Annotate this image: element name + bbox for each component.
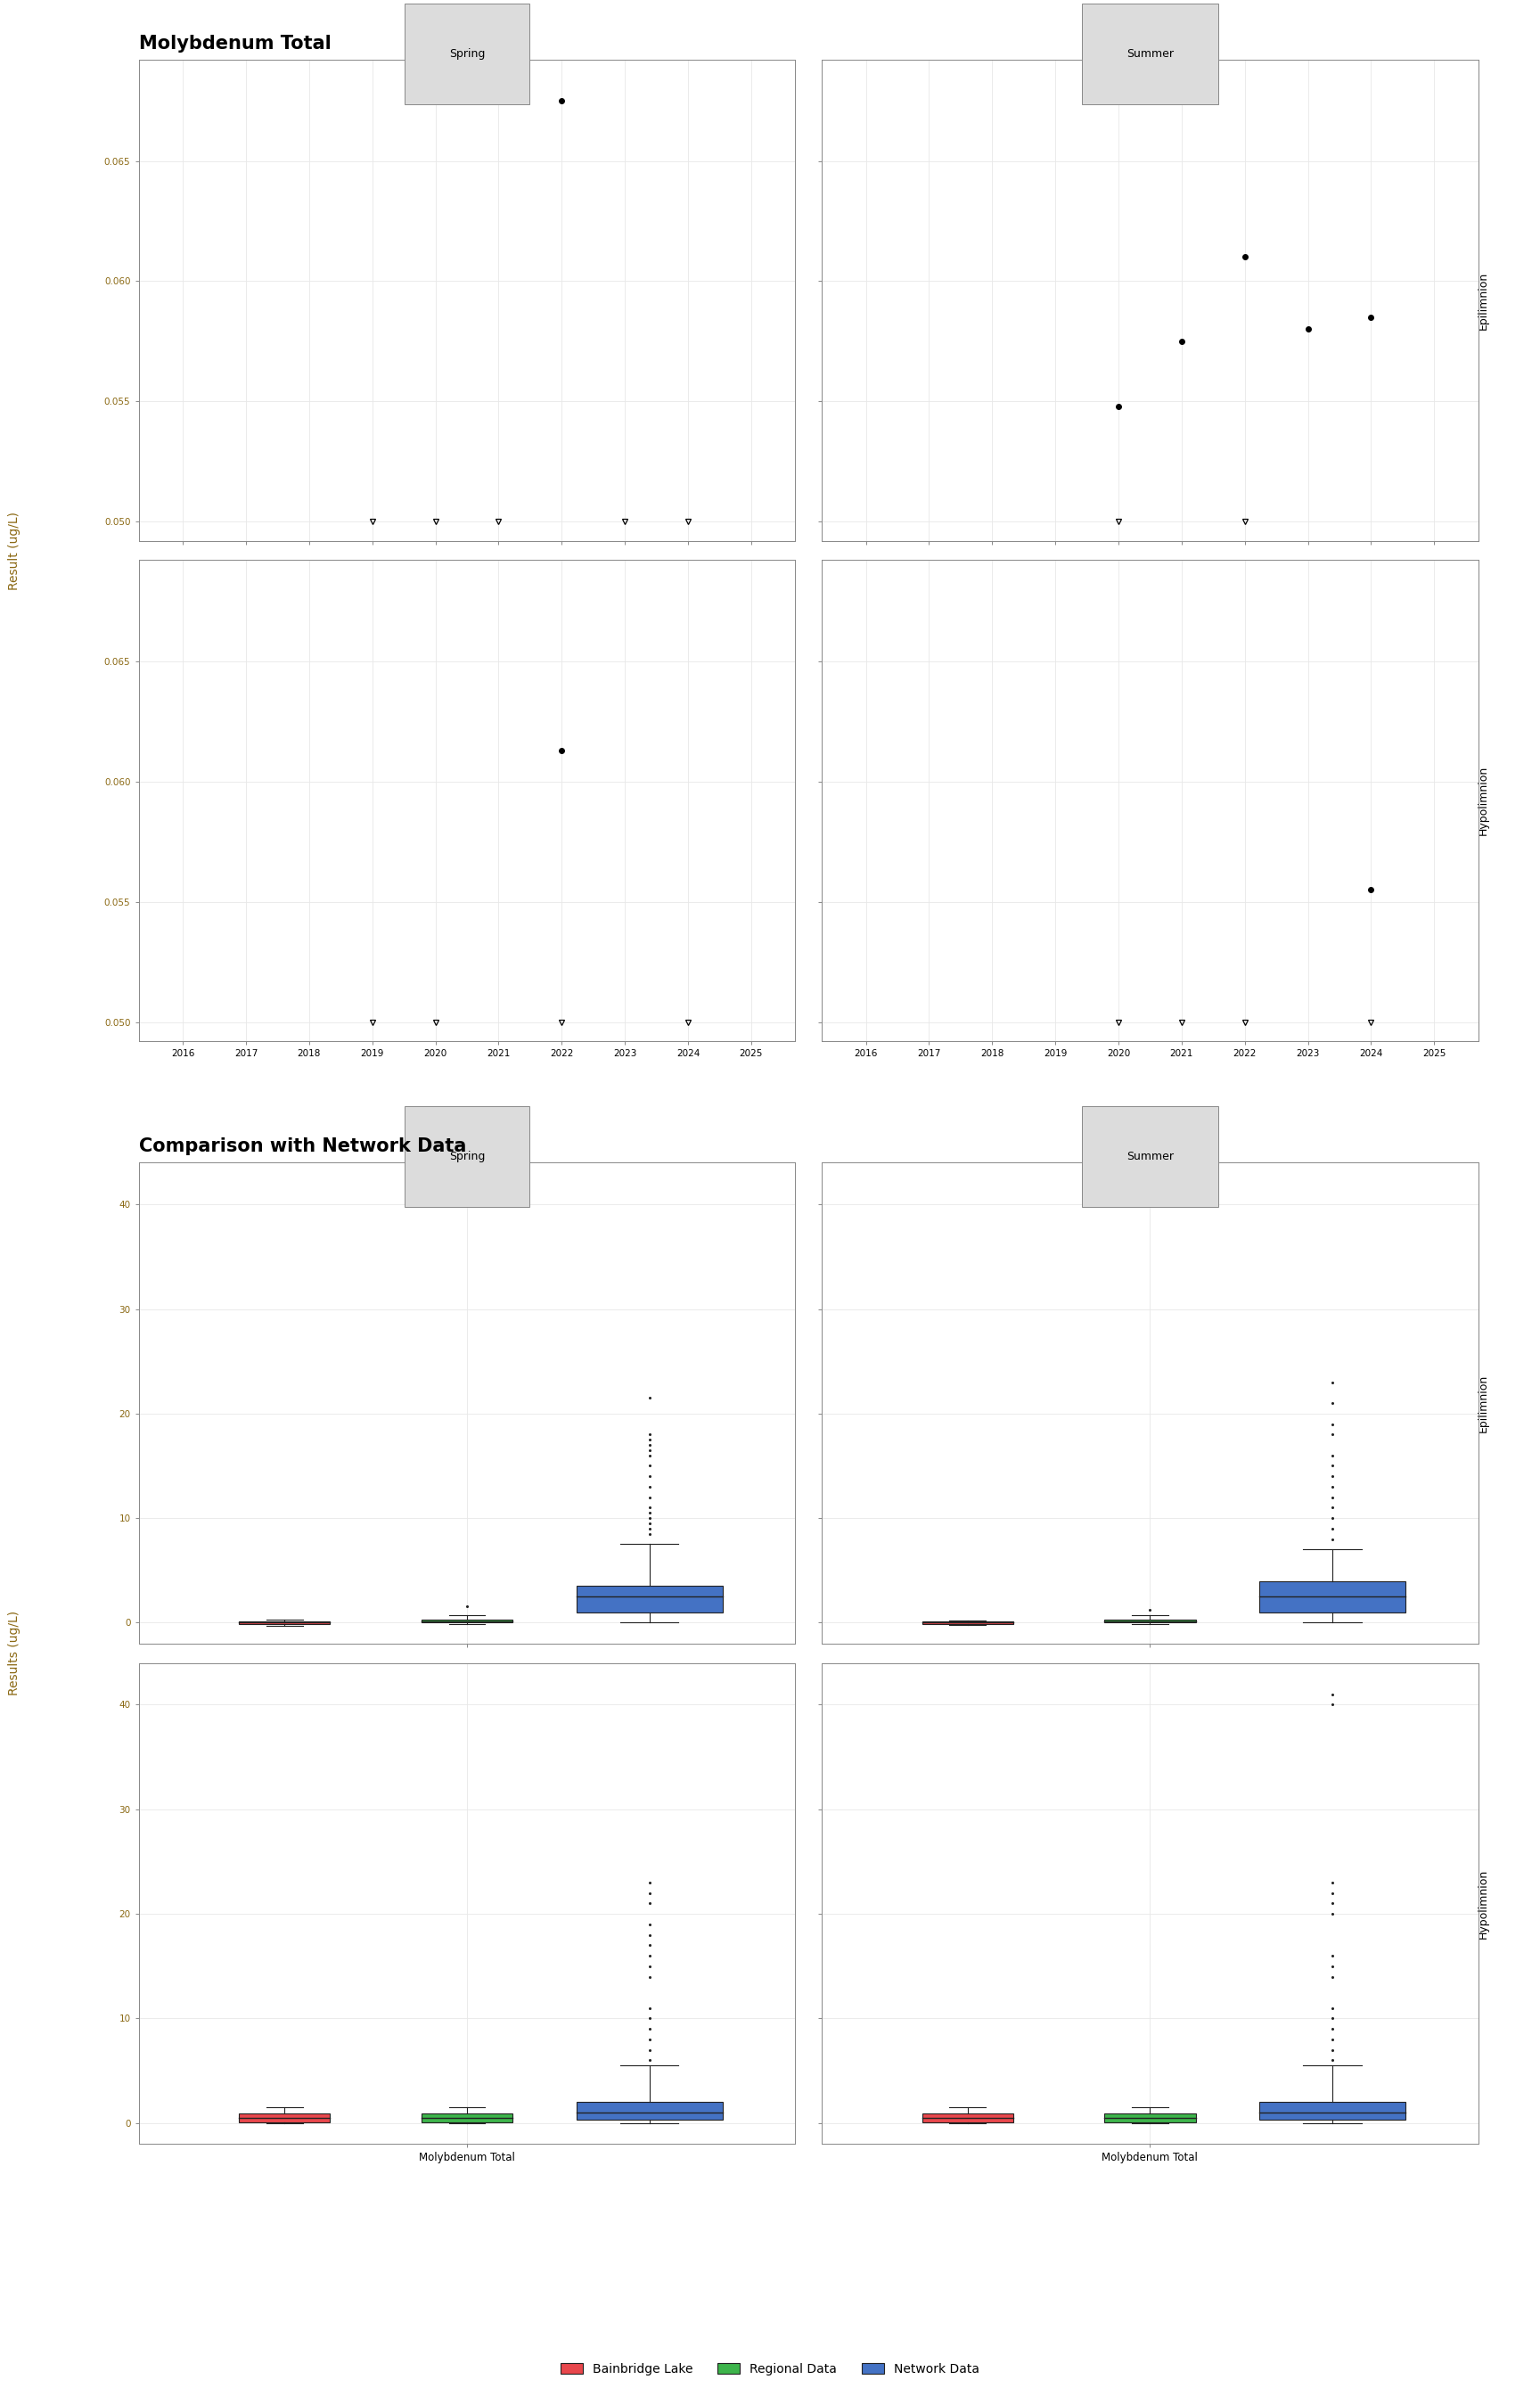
Bar xyxy=(422,2113,513,2123)
Y-axis label: Epilimnion: Epilimnion xyxy=(1477,1373,1489,1433)
Text: Result (ug/L): Result (ug/L) xyxy=(8,510,20,589)
Legend: Bainbridge Lake, Regional Data, Network Data: Bainbridge Lake, Regional Data, Network … xyxy=(556,2358,984,2379)
Bar xyxy=(576,1586,722,1613)
Text: Molybdenum Total: Molybdenum Total xyxy=(139,36,331,53)
Text: Results (ug/L): Results (ug/L) xyxy=(8,1610,20,1696)
Y-axis label: Hypolimnion: Hypolimnion xyxy=(1477,767,1489,836)
Title: Summer: Summer xyxy=(1126,48,1173,60)
Y-axis label: Epilimnion: Epilimnion xyxy=(1477,271,1489,331)
Bar xyxy=(1260,1581,1406,1613)
Title: Spring: Spring xyxy=(450,48,485,60)
Bar xyxy=(1104,2113,1195,2123)
Bar xyxy=(576,2101,722,2120)
Bar xyxy=(422,1620,513,1622)
Bar xyxy=(1104,1620,1195,1622)
Bar xyxy=(1260,2101,1406,2120)
Bar xyxy=(239,2113,330,2123)
Title: Summer: Summer xyxy=(1126,1150,1173,1162)
Title: Spring: Spring xyxy=(450,1150,485,1162)
Text: Comparison with Network Data: Comparison with Network Data xyxy=(139,1138,467,1155)
Bar xyxy=(922,2113,1013,2123)
Bar xyxy=(239,1622,330,1624)
Y-axis label: Hypolimnion: Hypolimnion xyxy=(1477,1869,1489,1938)
